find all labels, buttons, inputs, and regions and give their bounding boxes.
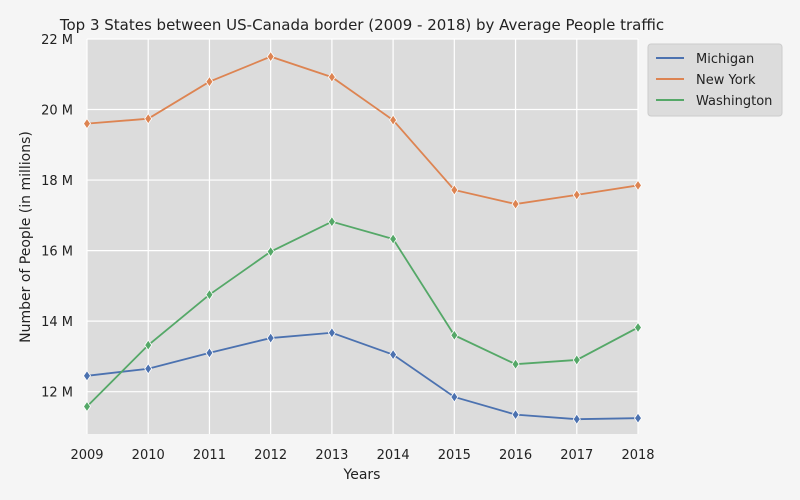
x-tick-label: 2009: [70, 448, 103, 463]
data-point: [450, 184, 459, 196]
legend-item-new-york: New York: [656, 73, 756, 88]
x-tick-label: 2012: [254, 448, 287, 463]
data-point: [205, 347, 214, 359]
x-tick-label: 2011: [193, 448, 226, 463]
data-point: [450, 391, 459, 403]
data-point: [389, 114, 398, 126]
data-point: [634, 412, 642, 424]
series-line: [86, 55, 639, 205]
y-tick-label: 16 M: [41, 245, 73, 260]
y-tick-label: 20 M: [41, 104, 73, 119]
data-point: [266, 245, 275, 258]
series-line: [86, 331, 639, 421]
y-tick-label: 22 M: [41, 33, 73, 48]
series-michigan: [83, 327, 642, 425]
x-axis-label: Years: [343, 467, 381, 483]
x-tick-label: 2018: [621, 448, 654, 463]
series-new-york: [83, 50, 642, 210]
data-point: [450, 329, 459, 341]
legend-item-michigan: Michigan: [656, 52, 754, 67]
data-point: [83, 117, 91, 130]
legend-box: [647, 43, 783, 117]
ticks: 2009 2010 2011 2012 2013 2014 2015 2016 2017 2018…: [41, 33, 654, 463]
grid: [86, 38, 639, 434]
plot-background: [87, 39, 638, 434]
data-point: [572, 413, 581, 425]
data-point: [83, 400, 91, 413]
x-tick-label: 2014: [377, 448, 410, 463]
data-point: [266, 332, 275, 344]
data-point: [266, 50, 275, 63]
legend-item-washington: Washington: [656, 94, 772, 109]
data-point: [389, 348, 398, 361]
legend-label: Michigan: [696, 52, 754, 67]
data-point: [634, 321, 642, 334]
data-point: [511, 198, 520, 210]
series-washington: [83, 215, 642, 413]
x-tick-label: 2017: [560, 448, 593, 463]
data-point: [572, 354, 581, 366]
data-point: [144, 363, 153, 375]
x-tick-label: 2013: [315, 448, 348, 463]
data-point: [389, 233, 398, 245]
series-line: [86, 220, 639, 408]
data-point: [327, 327, 336, 339]
data-point: [327, 71, 336, 83]
x-tick-label: 2010: [132, 448, 165, 463]
legend-label: Washington: [696, 94, 772, 109]
legend: Michigan New York Washington: [647, 43, 783, 117]
data-point: [144, 113, 153, 125]
y-tick-label: 18 M: [41, 174, 73, 189]
data-point: [144, 339, 153, 351]
data-point: [205, 75, 214, 88]
y-tick-label: 12 M: [41, 386, 73, 401]
data-point: [511, 408, 520, 421]
data-point: [511, 358, 520, 370]
x-tick-label: 2016: [499, 448, 532, 463]
data-point: [205, 288, 214, 301]
y-tick-label: 14 M: [41, 315, 73, 330]
legend-label: New York: [696, 73, 756, 88]
data-point: [83, 370, 91, 382]
data-point: [572, 189, 581, 201]
series-layer: [83, 50, 642, 425]
y-axis-label: Number of People (in millions): [18, 131, 34, 343]
data-point: [634, 179, 642, 192]
data-point: [327, 215, 336, 228]
chart-title: Top 3 States between US-Canada border (2…: [59, 16, 664, 34]
x-tick-label: 2015: [438, 448, 471, 463]
